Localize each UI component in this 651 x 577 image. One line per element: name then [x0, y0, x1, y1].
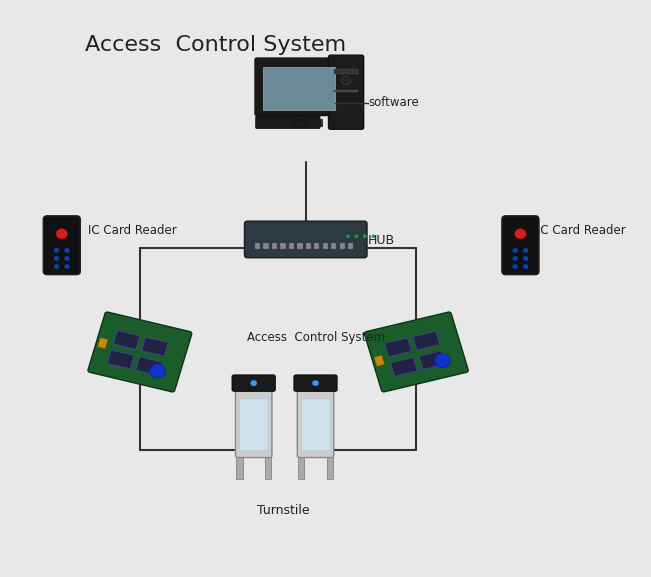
Text: software: software [368, 96, 419, 109]
FancyBboxPatch shape [294, 375, 337, 391]
Bar [298, 456, 305, 479]
Bar [323, 243, 328, 249]
FancyBboxPatch shape [88, 312, 192, 392]
Bar [98, 338, 108, 349]
Polygon shape [288, 116, 311, 126]
Circle shape [54, 256, 59, 261]
Bar [240, 398, 268, 450]
Bar [314, 243, 320, 249]
Bar [391, 358, 417, 376]
Bar [374, 355, 384, 366]
Text: IC Card Reader: IC Card Reader [88, 224, 176, 237]
Bar [331, 243, 337, 249]
FancyBboxPatch shape [365, 312, 468, 392]
Circle shape [64, 264, 70, 269]
Bar [264, 67, 335, 110]
Bar [340, 243, 345, 249]
Bar [335, 69, 358, 74]
Circle shape [346, 235, 350, 238]
Text: IC Card Reader: IC Card Reader [536, 224, 626, 237]
Bar [277, 119, 322, 126]
FancyBboxPatch shape [236, 385, 272, 458]
Bar [327, 456, 333, 479]
Bar [289, 243, 294, 249]
Circle shape [363, 235, 367, 238]
Circle shape [54, 248, 59, 253]
Bar [113, 331, 140, 349]
Circle shape [54, 264, 59, 269]
Bar [306, 243, 311, 249]
Bar [236, 456, 243, 479]
Circle shape [512, 256, 518, 261]
Text: Access  Control System: Access Control System [85, 35, 346, 55]
Bar [107, 350, 134, 369]
Circle shape [435, 354, 450, 368]
FancyBboxPatch shape [245, 221, 367, 257]
Text: Turnstile: Turnstile [257, 504, 310, 517]
Circle shape [64, 248, 70, 253]
Circle shape [512, 264, 518, 269]
FancyBboxPatch shape [329, 55, 364, 129]
Bar [265, 456, 271, 479]
FancyBboxPatch shape [256, 116, 320, 129]
FancyBboxPatch shape [298, 385, 334, 458]
Bar [301, 398, 330, 450]
Circle shape [514, 228, 526, 239]
Bar [419, 351, 446, 369]
Text: Access  Control System: Access Control System [247, 331, 385, 344]
FancyBboxPatch shape [502, 216, 539, 275]
Bar [335, 90, 358, 92]
Circle shape [523, 264, 528, 269]
Circle shape [312, 380, 319, 386]
FancyBboxPatch shape [43, 216, 80, 275]
Bar [348, 243, 353, 249]
Circle shape [150, 364, 165, 378]
Bar [281, 243, 286, 249]
Bar [298, 243, 303, 249]
FancyBboxPatch shape [255, 58, 344, 115]
Circle shape [523, 248, 528, 253]
Bar [272, 243, 277, 249]
Bar [385, 338, 411, 357]
Bar [255, 243, 260, 249]
Bar [136, 357, 162, 376]
Text: PC: PC [332, 106, 348, 119]
Circle shape [342, 76, 351, 84]
Circle shape [372, 235, 376, 238]
Circle shape [56, 228, 68, 239]
Bar [142, 337, 169, 356]
Circle shape [523, 256, 528, 261]
Circle shape [512, 248, 518, 253]
Text: HUB: HUB [368, 234, 395, 246]
Circle shape [355, 235, 359, 238]
Circle shape [64, 256, 70, 261]
FancyBboxPatch shape [232, 375, 275, 391]
Circle shape [251, 380, 257, 386]
Ellipse shape [292, 119, 307, 128]
Bar [264, 243, 269, 249]
Bar [413, 331, 439, 350]
